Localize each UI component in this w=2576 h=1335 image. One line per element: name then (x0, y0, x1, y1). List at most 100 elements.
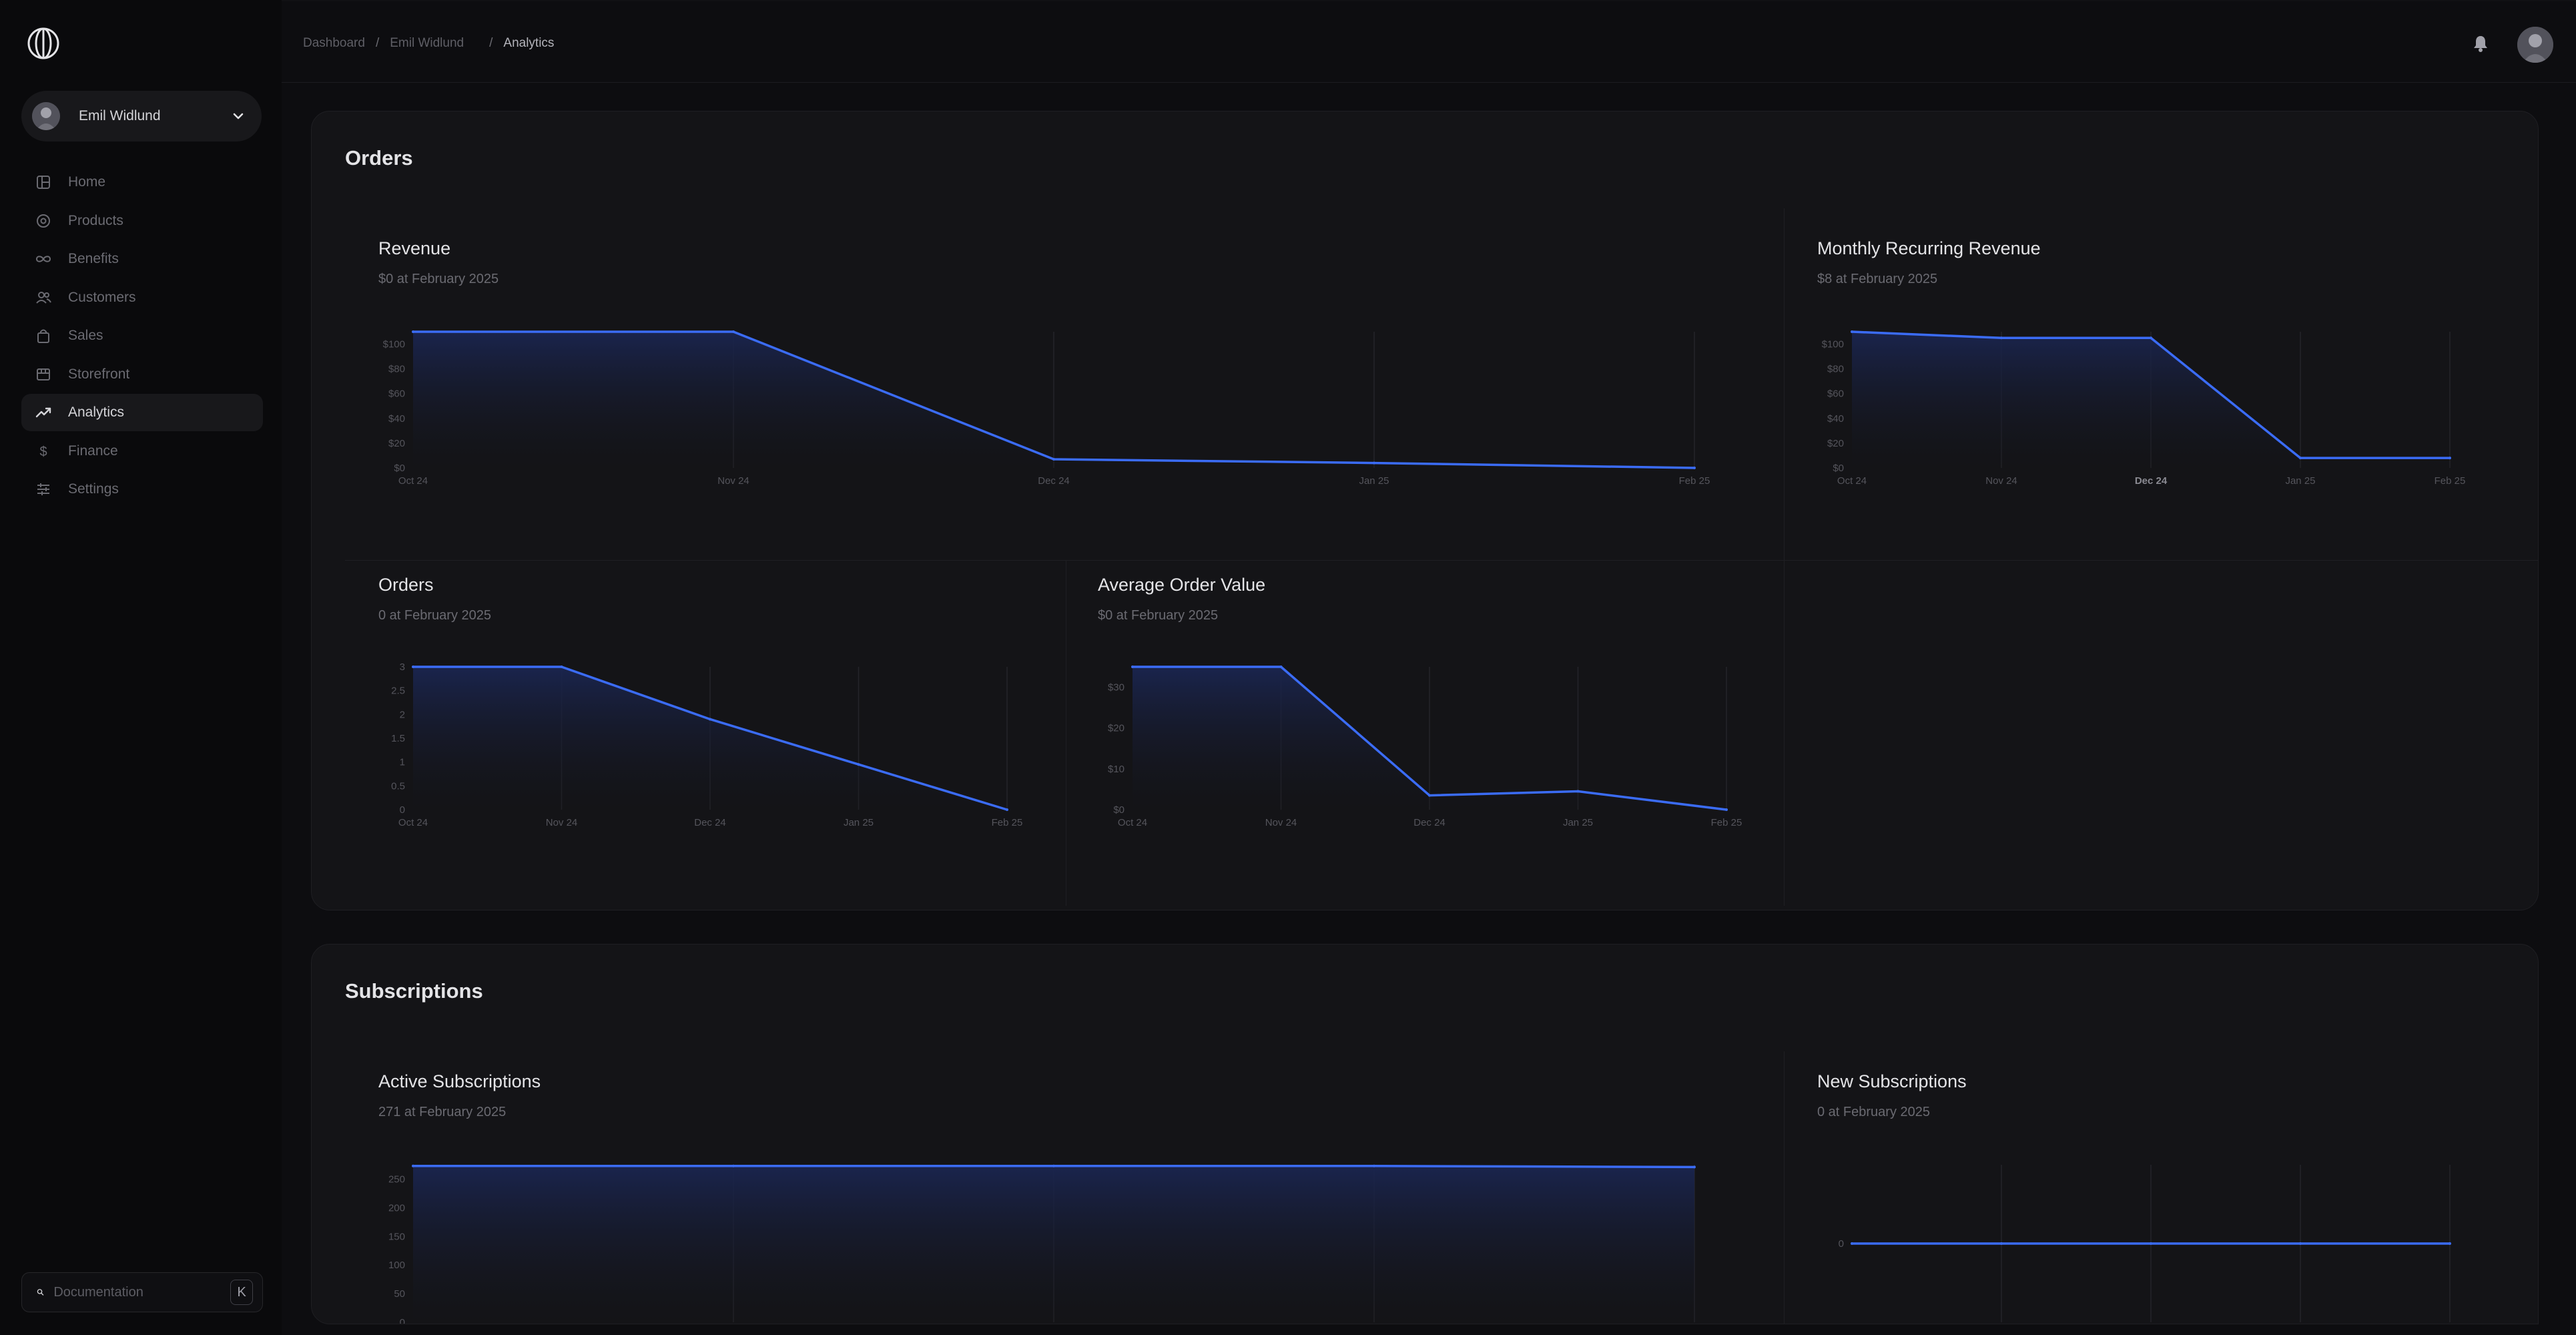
breadcrumb: Dashboard / Emil Widlund / Analytics (303, 36, 554, 51)
y-tick-label: 3 (400, 661, 405, 673)
chart-title: Active Subscriptions (378, 1071, 541, 1091)
x-tick-label: Dec 24 (2135, 475, 2168, 487)
data-point (709, 718, 711, 721)
sidebar-item-analytics[interactable]: Analytics (21, 394, 263, 431)
section-title: Orders (345, 146, 413, 170)
x-tick-label: Nov 24 (1265, 817, 1297, 828)
sidebar-item-label: Sales (68, 328, 103, 343)
chart-subtitle: $8 at February 2025 (1817, 272, 1938, 286)
x-tick-label: Jan 25 (844, 817, 874, 828)
series-area (1133, 667, 1726, 810)
y-tick-label: $20 (1827, 438, 1844, 449)
y-tick-label: 0 (1839, 1238, 1844, 1250)
divider (345, 560, 1784, 561)
analytics-icon (35, 404, 52, 421)
settings-icon (35, 481, 52, 498)
series-area (1852, 332, 2450, 468)
customers-icon (35, 289, 52, 306)
y-tick-label: 250 (388, 1173, 405, 1185)
sidebar-item-products[interactable]: Products (21, 202, 263, 240)
y-tick-label: $60 (1827, 388, 1844, 400)
y-tick-label: $100 (383, 339, 405, 350)
data-point (412, 665, 414, 668)
y-tick-label: 0 (400, 1317, 405, 1324)
products-icon (35, 212, 52, 230)
breadcrumb-separator: / (375, 36, 380, 50)
revenue-chart[interactable]: $0 $20 $40 $60 $80 $100 Oct 24 Nov 24 Dec 24 Jan … (378, 320, 1820, 507)
sidebar-item-finance[interactable]: $ Finance (21, 433, 263, 470)
chart-subtitle: $0 at February 2025 (378, 272, 499, 286)
x-tick-label: Nov 24 (717, 475, 749, 487)
documentation-search[interactable]: K (21, 1272, 263, 1312)
data-point (412, 1164, 414, 1167)
y-tick-label: 0.5 (391, 780, 405, 792)
y-tick-label: 1 (400, 757, 405, 768)
sidebar-item-settings[interactable]: Settings (21, 471, 263, 508)
sidebar-item-label: Benefits (68, 251, 119, 266)
data-point (2000, 1242, 2003, 1245)
x-tick-label: Oct 24 (1837, 475, 1867, 487)
breadcrumb-dashboard[interactable]: Dashboard (303, 36, 365, 50)
breadcrumb-current: Analytics (503, 36, 555, 50)
orders-chart[interactable]: 0 0.5 1 1.5 2 2.5 3 Oct 24 Nov 24 Dec 24 Jan 25 Feb… (378, 653, 1086, 847)
y-tick-label: $40 (1827, 413, 1844, 425)
orders-section: Orders Revenue $0 at February 2025 $0 $20… (311, 111, 2539, 910)
y-tick-label: 0 (400, 804, 405, 816)
chevron-down-icon (233, 113, 244, 119)
aov-chart[interactable]: $0 $10 $20 $30 Oct 24 Nov 24 Dec 24 Jan 25 Feb 2… (1098, 653, 1805, 847)
x-tick-label: Dec 24 (694, 817, 726, 828)
x-tick-label: Oct 24 (1118, 817, 1147, 828)
series-area (413, 332, 1694, 468)
storefront-icon (35, 366, 52, 383)
search-icon (37, 1289, 44, 1296)
mrr-chart[interactable]: $0 $20 $40 $60 $80 $100 Oct 24 Nov 24 Dec 24 Jan … (1817, 320, 2465, 507)
y-tick-label: 150 (388, 1231, 405, 1242)
y-tick-label: 2 (400, 709, 405, 720)
logo-icon[interactable] (27, 27, 60, 60)
data-point (1006, 808, 1008, 811)
x-tick-label: Feb 25 (2435, 475, 2466, 487)
shortcut-key: K (230, 1280, 253, 1305)
y-tick-label: 50 (394, 1288, 405, 1300)
data-point (2299, 457, 2302, 460)
data-point (1693, 467, 1696, 469)
user-avatar[interactable] (2517, 27, 2553, 63)
x-tick-label: Feb 25 (1679, 475, 1710, 487)
x-tick-label: Feb 25 (992, 817, 1023, 828)
y-tick-label: $30 (1108, 682, 1124, 694)
divider (1784, 560, 2538, 561)
data-point (1576, 790, 1580, 793)
data-point (412, 330, 414, 333)
sidebar-item-sales[interactable]: Sales (21, 317, 263, 354)
breadcrumb-organization[interactable]: Emil Widlund (390, 36, 464, 50)
notifications-bell-icon[interactable] (2471, 33, 2491, 53)
y-tick-label: $60 (388, 388, 405, 400)
chart-title: Orders (378, 575, 434, 595)
data-point (1725, 808, 1728, 811)
sidebar-item-label: Finance (68, 443, 118, 459)
documentation-search-input[interactable] (53, 1284, 231, 1300)
data-point (1851, 1242, 1853, 1245)
sidebar-item-benefits[interactable]: Benefits (21, 240, 263, 278)
y-tick-label: 1.5 (391, 733, 405, 744)
chart-title: Monthly Recurring Revenue (1817, 238, 2041, 258)
account-switcher[interactable]: Emil Widlund (21, 91, 262, 142)
data-point (1373, 1164, 1375, 1167)
benefits-icon (35, 250, 52, 268)
x-tick-label: Jan 25 (1359, 475, 1389, 487)
data-point (2299, 1242, 2302, 1245)
sidebar-item-storefront[interactable]: Storefront (21, 356, 263, 393)
divider (1784, 208, 1785, 906)
x-tick-label: Nov 24 (1985, 475, 2017, 487)
chart-subtitle: 0 at February 2025 (1817, 1105, 1930, 1119)
sidebar-item-customers[interactable]: Customers (21, 279, 263, 316)
y-tick-label: $0 (1113, 804, 1124, 816)
y-tick-label: $20 (1108, 723, 1124, 734)
sidebar-item-home[interactable]: Home (21, 164, 263, 201)
x-tick-label: Jan 25 (2285, 475, 2315, 487)
sidebar-item-label: Storefront (68, 366, 130, 382)
chart-title: Average Order Value (1098, 575, 1266, 595)
main-content: Dashboard / Emil Widlund / Analytics Ord… (282, 0, 2576, 1335)
